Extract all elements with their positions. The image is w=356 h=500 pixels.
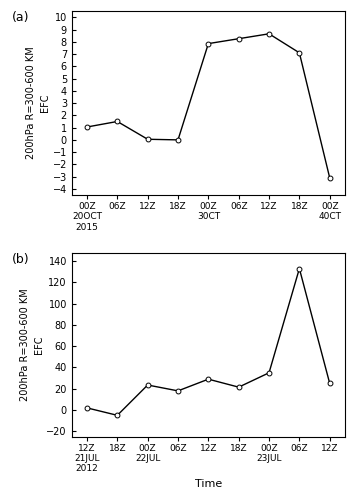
Text: (a): (a) — [12, 11, 29, 24]
Y-axis label: 200hPa R=300-600 KM
EFC: 200hPa R=300-600 KM EFC — [20, 288, 44, 401]
X-axis label: Time: Time — [195, 479, 222, 489]
Text: (b): (b) — [12, 252, 29, 266]
Y-axis label: 200hPa R=300-600 KM
EFC: 200hPa R=300-600 KM EFC — [26, 46, 50, 160]
